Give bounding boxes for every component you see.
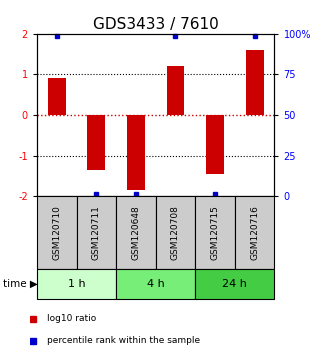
- Bar: [37, 269, 116, 299]
- Bar: [76, 196, 116, 269]
- Text: GSM120710: GSM120710: [52, 205, 61, 260]
- Bar: [167, 66, 184, 115]
- Text: time ▶: time ▶: [3, 279, 38, 289]
- Title: GDS3433 / 7610: GDS3433 / 7610: [93, 17, 219, 33]
- Text: GSM120648: GSM120648: [131, 205, 140, 260]
- Text: 24 h: 24 h: [222, 279, 247, 289]
- Bar: [156, 196, 195, 269]
- Text: GSM120711: GSM120711: [92, 205, 101, 260]
- Bar: [235, 196, 274, 269]
- Bar: [116, 196, 156, 269]
- Text: 1 h: 1 h: [68, 279, 85, 289]
- Text: 4 h: 4 h: [147, 279, 165, 289]
- Bar: [195, 196, 235, 269]
- Text: GSM120716: GSM120716: [250, 205, 259, 260]
- Text: log10 ratio: log10 ratio: [47, 314, 96, 323]
- Bar: [48, 79, 65, 115]
- Bar: [195, 269, 274, 299]
- Bar: [37, 196, 76, 269]
- Text: GSM120715: GSM120715: [211, 205, 220, 260]
- Text: GSM120708: GSM120708: [171, 205, 180, 260]
- Text: percentile rank within the sample: percentile rank within the sample: [47, 336, 200, 345]
- Bar: [206, 115, 224, 174]
- Bar: [87, 115, 105, 170]
- Bar: [246, 50, 264, 115]
- Bar: [127, 115, 145, 190]
- Bar: [116, 269, 195, 299]
